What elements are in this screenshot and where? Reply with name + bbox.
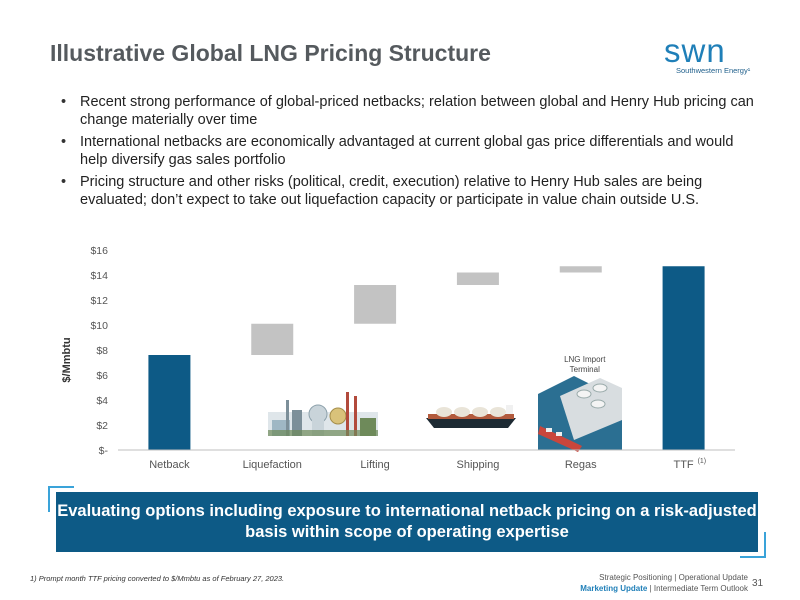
x-category-superscript: (1) [698,458,707,465]
bar-shipping [456,272,499,285]
waterfall-chart: $- $2 $4 $6 $8 $10 $12 $14 $16 Netback Liquefactio… [61,245,735,471]
footnote: 1) Prompt month TTF pricing converted to… [30,574,285,583]
x-category-label: Shipping [457,459,500,471]
x-category-label: TTF [673,459,693,471]
lng-carrier-image [426,405,516,428]
x-category-label: Liquefaction [243,459,302,471]
swn-logo: swn Southwestern Energy¹ [664,32,764,76]
y-tick-label: $4 [96,395,108,407]
axis-layer: $- $2 $4 $6 $8 $10 $12 $14 $16 Netback Liquefactio… [61,245,735,471]
x-category-label: Regas [565,459,597,471]
y-tick-label: $16 [90,245,108,257]
bullet-item: Recent strong performance of global-pric… [60,94,760,129]
lng-import-terminal-label: LNG Import Terminal [564,355,606,374]
y-tick-label: $6 [96,370,108,382]
frame-corner-top-left [48,486,74,512]
y-tick-label: $10 [90,320,108,332]
y-tick-label: $- [99,445,109,457]
bullet-item: Pricing structure and other risks (polit… [60,174,760,209]
bullet-list: Recent strong performance of global-pric… [60,94,760,214]
bullet-item: International netbacks are economically … [60,134,760,169]
y-tick-label: $2 [96,420,108,432]
footer-nav-line-2: Marketing Update | Intermediate Term Out… [580,583,748,594]
bar-liquefaction [251,323,294,355]
bar-ttf [662,266,705,450]
logo-tagline: Southwestern Energy¹ [676,66,751,75]
footer-navigation: Strategic Positioning | Operational Upda… [580,572,748,594]
page-number: 31 [752,578,764,589]
logo-wordmark: swn [664,32,726,69]
liquefaction-plant-image [268,392,378,436]
bars-layer [148,266,705,450]
y-axis-title: $/Mmbtu [61,337,73,382]
bar-regas [559,266,602,273]
lng-import-terminal-image [538,376,622,452]
key-takeaway-banner: Evaluating options including exposure to… [56,492,758,552]
bar-netback [148,355,191,450]
banner-frame: Evaluating options including exposure to… [48,486,766,558]
frame-corner-bottom-right [740,532,766,558]
x-category-label: Lifting [360,459,389,471]
x-category-label: Netback [149,459,190,471]
slide-title: Illustrative Global LNG Pricing Structur… [50,40,491,66]
y-tick-label: $14 [90,270,108,282]
footer-nav-active-section[interactable]: Marketing Update [580,584,648,593]
chart-illustrations [268,376,622,452]
bar-lifting [354,285,397,324]
footer-nav-line-1[interactable]: Strategic Positioning | Operational Upda… [599,573,748,582]
y-tick-label: $12 [90,295,108,307]
y-tick-label: $8 [96,345,108,357]
footer-nav-other-section[interactable]: | Intermediate Term Outlook [647,584,748,593]
